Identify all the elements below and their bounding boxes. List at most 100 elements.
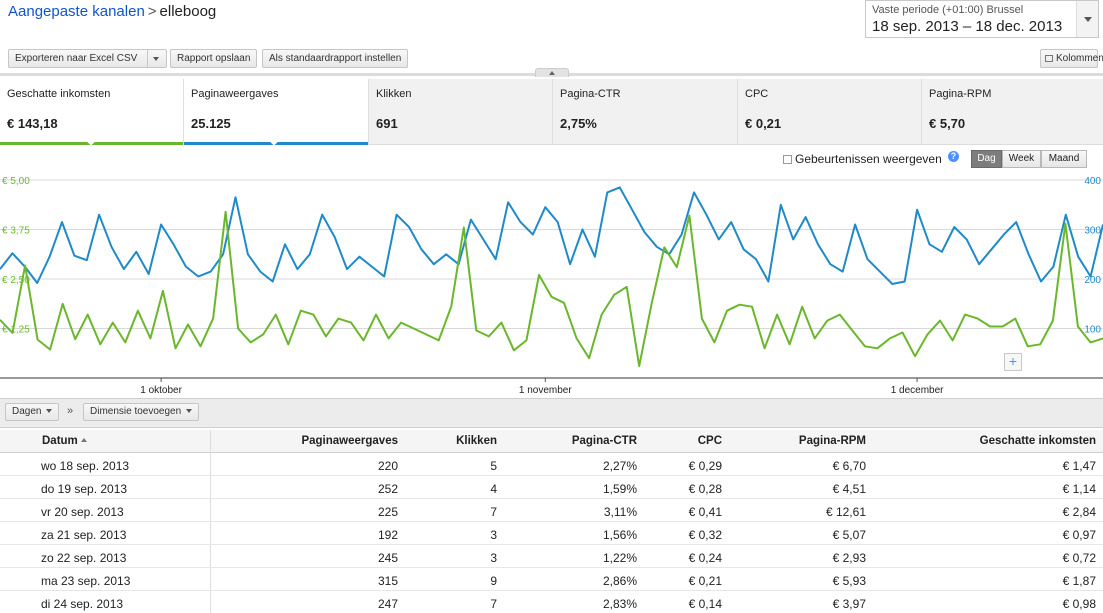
cell-datum: ma 23 sep. 2013 [41,574,131,588]
columns-button[interactable]: Kolommen [1040,49,1103,68]
table-header-row: Datum Paginaweergaves Klikken Pagina-CTR… [0,430,1103,453]
cell-paginaweergaves: 252 [377,482,398,496]
cell-klikken: 7 [490,597,497,611]
table-row: za 21 sep. 2013 192 3 1,56% € 0,32 € 5,07 € 0,… [0,522,1103,545]
left-axis-tick-label: € 2,50 [2,275,30,286]
cell-datum: za 21 sep. 2013 [41,528,127,542]
cell-geschatte-inkomsten: € 1,14 [1062,482,1096,496]
metric-value: 691 [376,116,398,131]
chevron-down-icon [186,409,193,414]
date-range-value: 18 sep. 2013 – 18 dec. 2013 [872,18,1063,35]
column-header-datum[interactable]: Datum [42,435,87,447]
cell-paginaweergaves: 192 [377,528,398,542]
metric-name: Geschatte inkomsten [7,88,111,100]
breadcrumb-current: elleboog [159,3,217,20]
table-row: do 19 sep. 2013 252 4 1,59% € 0,28 € 4,51 € 1,… [0,476,1103,499]
help-icon[interactable]: ? [948,151,959,162]
metric-tab-klikken[interactable]: Klikken 691 [369,79,553,145]
table-row: zo 22 sep. 2013 245 3 1,22% € 0,24 € 2,93 € 0,… [0,545,1103,568]
primary-dimension-label: Dagen [12,406,42,417]
granularity-week-button[interactable]: Week [1002,150,1041,168]
x-axis-tick-label: 1 oktober [140,385,182,396]
chevron-down-icon [153,57,159,61]
cell-datum: vr 20 sep. 2013 [41,505,124,519]
metric-value: € 0,21 [745,116,782,131]
table-row: di 24 sep. 2013 247 7 2,83% € 0,14 € 3,97 € 0,… [0,591,1103,613]
cell-geschatte-inkomsten: € 2,84 [1062,505,1096,519]
set-default-report-button[interactable]: Als standaardrapport instellen [262,49,409,68]
column-header-geschatte-inkomsten[interactable]: Geschatte inkomsten [979,435,1096,447]
cell-cpc: € 0,24 [688,551,722,565]
metric-tab-pagina-ctr[interactable]: Pagina-CTR 2,75% [553,79,738,145]
cell-geschatte-inkomsten: € 0,97 [1062,528,1096,542]
add-dimension-label: Dimensie toevoegen [90,406,182,417]
cell-klikken: 7 [490,505,497,519]
metric-tabs: Geschatte inkomsten € 143,18 Paginaweerg… [0,79,1103,146]
cell-klikken: 3 [490,528,497,542]
series-line-paginaweergaves [0,186,1103,285]
cell-pagina-ctr: 1,22% [602,551,637,565]
metric-name: Klikken [376,88,412,100]
metric-tab-pagina-rpm[interactable]: Pagina-RPM € 5,70 [922,79,1103,145]
date-range-picker[interactable]: Vaste periode (+01:00) Brussel 18 sep. 2… [865,0,1099,38]
cell-pagina-rpm: € 5,07 [832,528,866,542]
cell-pagina-rpm: € 5,93 [832,574,866,588]
right-axis-tick-label: 200 [1084,275,1101,286]
add-annotation-button[interactable]: + [1004,353,1022,371]
metric-value: 25.125 [191,116,231,131]
export-options-button[interactable] [147,49,167,68]
breadcrumb-link-aangepaste-kanalen[interactable]: Aangepaste kanalen [8,3,145,20]
column-header-paginaweergaves[interactable]: Paginaweergaves [301,435,398,447]
metric-name: Paginaweergaves [191,88,279,100]
cell-pagina-rpm: € 3,97 [832,597,866,611]
events-checkbox[interactable] [783,155,792,164]
export-csv-button[interactable]: Exporteren naar Excel CSV [8,49,148,68]
column-header-pagina-ctr[interactable]: Pagina-CTR [571,435,637,447]
column-header-pagina-rpm[interactable]: Pagina-RPM [798,435,866,447]
add-dimension-dropdown[interactable]: Dimensie toevoegen [83,403,200,421]
column-header-label: Datum [42,435,78,447]
chevron-down-icon[interactable] [1076,1,1098,37]
primary-dimension-dropdown[interactable]: Dagen [5,403,60,421]
cell-paginaweergaves: 247 [377,597,398,611]
metric-tab-geschatte-inkomsten[interactable]: Geschatte inkomsten € 143,18 [0,79,184,146]
breadcrumb-separator: > [147,3,157,20]
metric-tab-paginaweergaves[interactable]: Paginaweergaves 25.125 [184,79,369,146]
cell-pagina-ctr: 1,56% [602,528,637,542]
cell-datum: wo 18 sep. 2013 [41,459,130,473]
cell-pagina-rpm: € 6,70 [832,459,866,473]
chevron-right-icon: » [67,405,74,417]
table-row: wo 18 sep. 2013 220 5 2,27% € 0,29 € 6,70 € 1,… [0,453,1103,476]
metric-name: Pagina-CTR [560,88,621,100]
cell-cpc: € 0,41 [688,505,722,519]
cell-pagina-rpm: € 4,51 [832,482,866,496]
collapse-chart-handle[interactable] [535,68,569,77]
save-report-button[interactable]: Rapport opslaan [170,49,258,68]
column-header-klikken[interactable]: Klikken [456,435,497,447]
line-chart: € 5,00 400 € 3,75 300 € 2,50 200 € 1,25 100 1 ok… [0,176,1103,396]
events-toggle[interactable]: Gebeurtenissen weergeven [783,152,942,166]
metric-value: € 143,18 [7,116,58,131]
cell-cpc: € 0,28 [688,482,722,496]
metric-tab-cpc[interactable]: CPC € 0,21 [738,79,922,145]
cell-geschatte-inkomsten: € 0,72 [1062,551,1096,565]
sort-ascending-icon [80,438,87,442]
cell-cpc: € 0,14 [688,597,722,611]
x-axis-tick-label: 1 december [891,385,944,396]
columns-label: Kolommen [1056,53,1103,64]
granularity-maand-button[interactable]: Maand [1041,150,1087,168]
report-header: Aangepaste kanalen > elleboog Vaste period… [0,0,1103,44]
cell-klikken: 9 [490,574,497,588]
cell-paginaweergaves: 220 [377,459,398,473]
cell-klikken: 4 [490,482,497,496]
events-label: Gebeurtenissen weergeven [795,152,942,166]
metric-value: 2,75% [560,116,597,131]
left-axis-tick-label: € 5,00 [2,176,30,187]
cell-geschatte-inkomsten: € 0,98 [1062,597,1096,611]
right-axis-tick-label: 300 [1084,226,1101,237]
cell-pagina-ctr: 1,59% [602,482,637,496]
granularity-dag-button[interactable]: Dag [971,150,1002,168]
cell-cpc: € 0,29 [688,459,722,473]
cell-paginaweergaves: 225 [377,505,398,519]
column-header-cpc[interactable]: CPC [697,435,722,447]
